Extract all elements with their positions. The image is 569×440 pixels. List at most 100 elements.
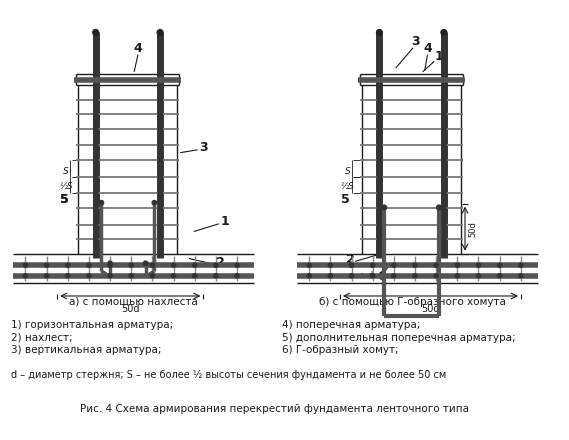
Circle shape [377, 143, 382, 147]
Text: 6: 6 [377, 270, 386, 282]
Circle shape [442, 175, 446, 179]
Circle shape [87, 274, 91, 278]
Circle shape [391, 263, 396, 268]
Circle shape [65, 263, 70, 268]
Circle shape [455, 263, 459, 268]
Text: 1) горизонтальная арматура;: 1) горизонтальная арматура; [11, 320, 173, 330]
Circle shape [158, 143, 162, 147]
Circle shape [436, 205, 442, 210]
Text: 50d: 50d [469, 221, 478, 237]
Circle shape [391, 274, 396, 278]
Circle shape [307, 263, 311, 268]
Circle shape [377, 127, 382, 131]
Circle shape [23, 274, 27, 278]
Circle shape [171, 263, 176, 268]
Circle shape [413, 263, 417, 268]
Circle shape [65, 274, 70, 278]
Circle shape [476, 274, 481, 278]
Circle shape [519, 274, 523, 278]
Circle shape [157, 29, 163, 35]
Text: 5: 5 [60, 193, 68, 205]
Text: >d: >d [360, 271, 374, 280]
Text: Рис. 4 Схема армирования перекрестий фундамента ленточного типа: Рис. 4 Схема армирования перекрестий фун… [80, 404, 469, 414]
Circle shape [382, 205, 386, 210]
Circle shape [377, 98, 382, 102]
Circle shape [150, 274, 155, 278]
Circle shape [129, 263, 133, 268]
Text: 1: 1 [435, 50, 443, 63]
Circle shape [108, 274, 112, 278]
Circle shape [442, 127, 446, 131]
Circle shape [519, 263, 523, 268]
Text: 2) нахлест;: 2) нахлест; [11, 333, 73, 342]
Circle shape [44, 274, 49, 278]
Circle shape [442, 191, 446, 195]
Circle shape [370, 274, 375, 278]
Text: 4) поперечная арматура;: 4) поперечная арматура; [282, 320, 420, 330]
Text: 5: 5 [341, 193, 350, 205]
Circle shape [152, 201, 156, 205]
Circle shape [93, 98, 98, 102]
Circle shape [23, 263, 27, 268]
Circle shape [158, 112, 162, 116]
Circle shape [158, 191, 162, 195]
Circle shape [93, 206, 98, 211]
Circle shape [158, 127, 162, 131]
Text: 5) дополнительная поперечная арматура;: 5) дополнительная поперечная арматура; [282, 333, 516, 342]
Circle shape [93, 127, 98, 131]
Text: 3: 3 [199, 141, 208, 154]
Circle shape [93, 112, 98, 116]
Circle shape [158, 158, 162, 162]
Circle shape [158, 98, 162, 102]
Circle shape [235, 274, 239, 278]
Circle shape [93, 143, 98, 147]
Circle shape [413, 274, 417, 278]
Circle shape [476, 263, 481, 268]
Circle shape [93, 191, 98, 195]
Circle shape [442, 112, 446, 116]
Circle shape [328, 274, 332, 278]
Circle shape [497, 263, 502, 268]
Circle shape [377, 191, 382, 195]
Text: S: S [345, 167, 351, 176]
Text: d – диаметр стержня; S – не более ½ высоты сечения фундамента и не более 50 см: d – диаметр стержня; S – не более ½ высо… [11, 370, 446, 380]
Circle shape [377, 175, 382, 179]
Circle shape [93, 158, 98, 162]
Circle shape [93, 29, 98, 35]
Circle shape [171, 274, 176, 278]
Text: 2: 2 [216, 256, 225, 269]
Circle shape [377, 206, 382, 211]
Circle shape [307, 274, 311, 278]
Circle shape [143, 261, 148, 265]
Circle shape [377, 158, 382, 162]
Circle shape [349, 274, 353, 278]
Circle shape [235, 263, 239, 268]
Circle shape [150, 263, 155, 268]
Text: ½S: ½S [59, 182, 73, 191]
Circle shape [442, 158, 446, 162]
Circle shape [442, 237, 446, 242]
Text: 2: 2 [346, 253, 355, 266]
Circle shape [214, 274, 218, 278]
Circle shape [497, 274, 502, 278]
Circle shape [349, 263, 353, 268]
Circle shape [193, 263, 197, 268]
Circle shape [442, 98, 446, 102]
Circle shape [434, 274, 438, 278]
Circle shape [328, 263, 332, 268]
Circle shape [158, 223, 162, 227]
Circle shape [377, 237, 382, 242]
Circle shape [193, 274, 197, 278]
Circle shape [442, 223, 446, 227]
Circle shape [44, 263, 49, 268]
Circle shape [377, 112, 382, 116]
Circle shape [93, 237, 98, 242]
Circle shape [434, 263, 438, 268]
Text: б) с помощью Г-образного хомута: б) с помощью Г-образного хомута [319, 297, 505, 307]
Circle shape [108, 263, 112, 268]
Circle shape [158, 175, 162, 179]
Text: 6) Г-образный хомут;: 6) Г-образный хомут; [282, 345, 399, 355]
Text: ½S: ½S [341, 182, 354, 191]
Text: 4: 4 [423, 42, 432, 55]
Text: 50d: 50d [421, 304, 440, 314]
